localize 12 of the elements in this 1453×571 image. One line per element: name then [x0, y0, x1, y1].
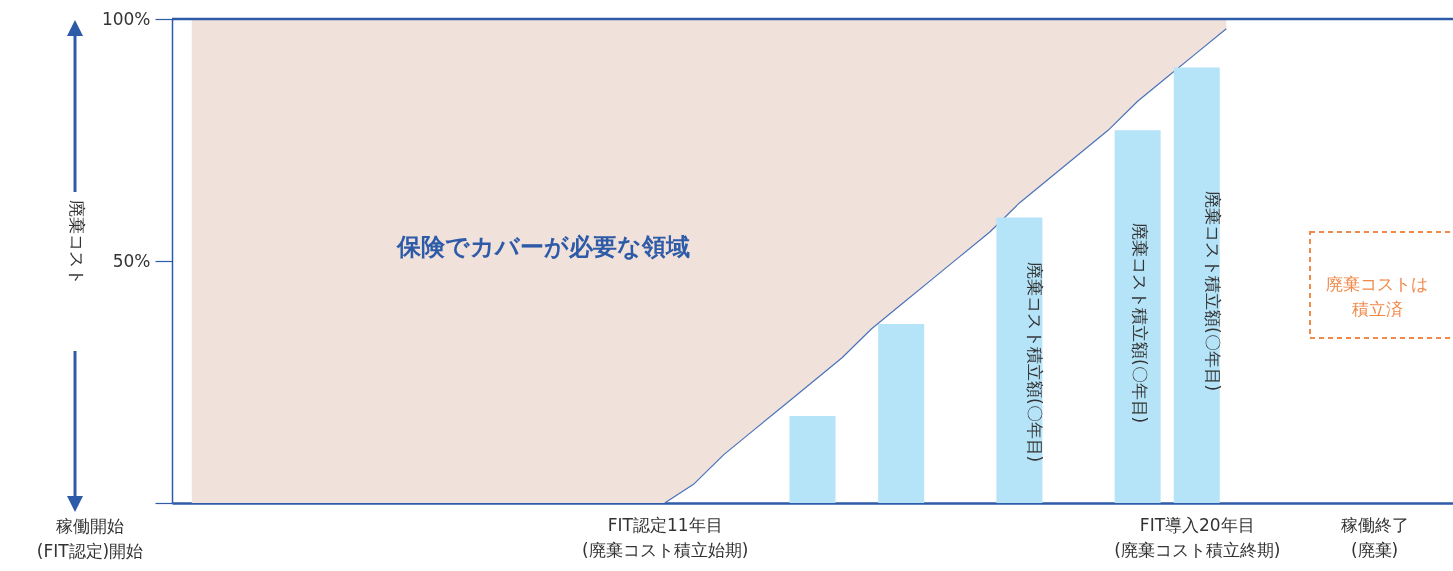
annotation: 廃棄コスト積立額(〇年目): [1203, 190, 1223, 392]
text: 稼働開始 (FIT認定)開始: [36, 516, 144, 561]
x-tick-label: FIT認定11年目 (廃棄コスト積立始期): [582, 514, 749, 560]
annotation: 廃棄コスト積立額(〇年目): [1130, 222, 1150, 424]
y-axis-title: 廃棄コスト: [66, 200, 87, 285]
x-tick-label: FIT導入20年目 (廃棄コスト積立終期): [1114, 514, 1281, 560]
annotation: 廃棄コスト積立額(〇年目): [1025, 261, 1045, 463]
y-tick-label: 100%: [101, 8, 151, 29]
annotation: 保険でカバーが必要な領域: [395, 233, 690, 261]
y-tick-label: 50%: [112, 250, 151, 271]
annotation: 廃棄コストは積立済: [1326, 274, 1428, 319]
x-tick-label: 稼働終了 (廃棄): [1340, 514, 1409, 560]
